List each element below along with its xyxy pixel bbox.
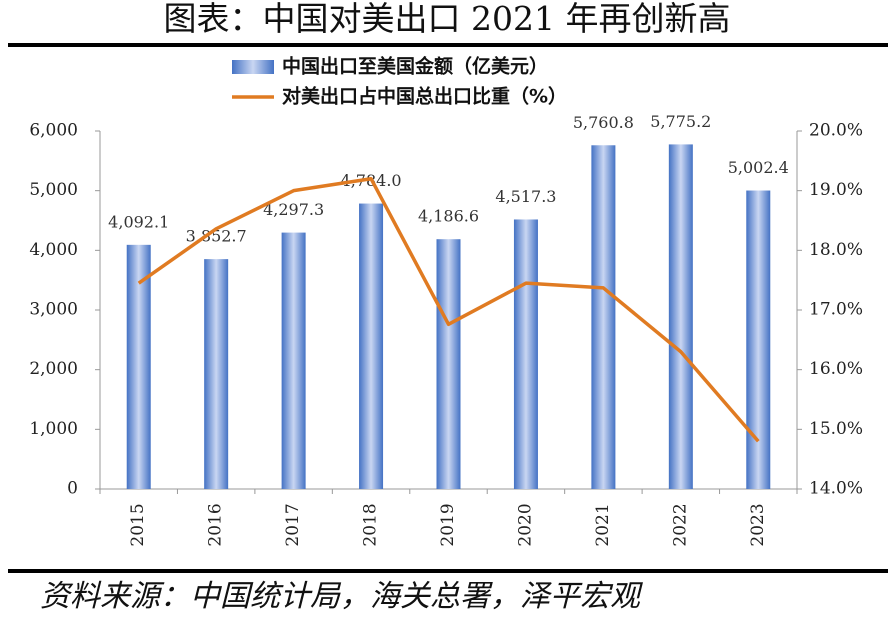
x-tick-label: 2017 <box>283 503 303 546</box>
x-tick-label: 2023 <box>748 503 768 546</box>
bar <box>281 232 306 490</box>
x-tick-label: 2016 <box>206 503 226 546</box>
bar-value-label: 4,297.3 <box>263 200 324 219</box>
bar <box>204 259 229 489</box>
x-tick-label: 2018 <box>361 503 381 546</box>
y2-tick-label: 16.0% <box>809 359 863 379</box>
y-tick-label: 4,000 <box>29 240 78 260</box>
y2-tick-label: 17.0% <box>809 300 863 320</box>
bar <box>668 144 693 489</box>
y-tick-label: 6,000 <box>29 121 78 141</box>
x-tick-label: 2020 <box>515 503 535 546</box>
legend-label: 对美出口占中国总出口比重（%） <box>282 85 567 108</box>
y-tick-label: 5,000 <box>29 180 78 200</box>
y2-tick-label: 18.0% <box>809 240 863 260</box>
bar-value-label: 4,517.3 <box>495 187 556 206</box>
y2-tick-label: 15.0% <box>809 419 863 439</box>
bar-value-label: 5,760.8 <box>573 113 634 132</box>
legend-swatch <box>232 60 274 74</box>
x-tick-label: 2015 <box>128 503 148 546</box>
line-series <box>137 176 760 443</box>
x-tick-label: 2022 <box>670 503 690 546</box>
bar <box>591 145 616 489</box>
y-tick-label: 0 <box>67 479 78 499</box>
legend-label: 中国出口至美国金额（亿美元） <box>282 55 548 78</box>
bar <box>513 219 538 489</box>
bar-value-label: 5,002.4 <box>728 158 789 177</box>
bar-value-label: 4,186.6 <box>418 207 479 226</box>
bar-value-label: 4,092.1 <box>108 212 169 231</box>
x-tick-label: 2021 <box>593 503 613 546</box>
bar <box>126 244 151 489</box>
y-tick-label: 2,000 <box>29 359 78 379</box>
bar-value-label: 5,775.2 <box>650 112 711 131</box>
bar <box>359 203 384 489</box>
bar <box>746 190 771 489</box>
y2-tick-label: 19.0% <box>809 180 863 200</box>
y-tick-label: 3,000 <box>29 300 78 320</box>
y2-tick-label: 20.0% <box>809 121 863 141</box>
y2-tick-label: 14.0% <box>809 479 863 499</box>
bar <box>436 239 461 489</box>
x-tick-label: 2019 <box>438 503 458 546</box>
y-tick-label: 1,000 <box>29 419 78 439</box>
chart-title: 图表：中国对美出口 2021 年再创新高 <box>164 0 731 38</box>
source-note: 资料来源：中国统计局，海关总署，泽平宏观 <box>40 579 643 614</box>
